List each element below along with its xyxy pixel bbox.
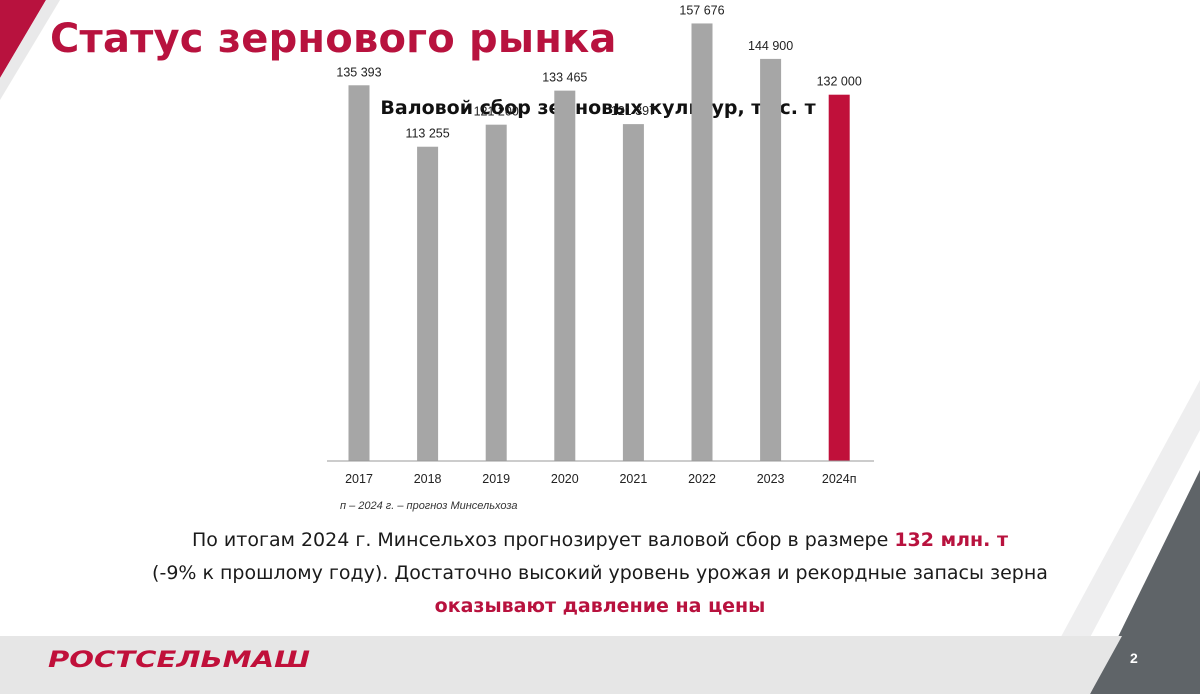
- rostselmash-logo: РОСТСЕЛЬМАШ: [48, 648, 310, 673]
- bar-2018: [417, 146, 439, 461]
- x-tick-label-2021: 2021: [619, 472, 647, 486]
- bar-group: 135 393 2017 113 255 2018 121 200 2019 133 465…: [336, 3, 861, 486]
- bar-2024п: [828, 94, 850, 461]
- x-tick-label-2020: 2020: [551, 472, 579, 486]
- summary-text: По итогам 2024 г. Минсельхоз прогнозируе…: [0, 524, 1200, 623]
- page-number: 2: [1130, 650, 1138, 666]
- data-label-2020: 133 465: [542, 71, 587, 85]
- slide-title: Статус зернового рынка: [50, 16, 617, 62]
- data-label-2024п: 132 000: [817, 75, 862, 89]
- summary-highlight-price-pressure: оказывают давление на цены: [434, 595, 766, 617]
- bar-2023: [760, 58, 782, 462]
- rostselmash-logo-text: РОСТСЕЛЬМАШ: [48, 648, 310, 673]
- data-label-2019: 121 200: [474, 105, 519, 119]
- data-label-2023: 144 900: [748, 39, 793, 53]
- data-label-2017: 135 393: [336, 65, 381, 79]
- x-tick-label-2023: 2023: [757, 472, 785, 486]
- x-tick-label-2022: 2022: [688, 472, 716, 486]
- summary-line-1-text: По итогам 2024 г. Минсельхоз прогнозируе…: [191, 529, 889, 551]
- right-gray-stripe: [1030, 380, 1200, 694]
- bar-2017: [348, 85, 370, 461]
- summary-line-1: По итогам 2024 г. Минсельхоз прогнозируе…: [0, 524, 1200, 557]
- top-left-accent-shadow: [0, 0, 60, 100]
- summary-highlight-volume: 132 млн. т: [894, 529, 1009, 551]
- data-label-2021: 121 397: [611, 104, 656, 118]
- x-tick-label-2017: 2017: [345, 472, 373, 486]
- chart-title: Валовой сбор зерновых культур, тыс. т: [380, 97, 815, 119]
- data-label-2022: 157 676: [679, 3, 724, 17]
- x-tick-label-2024п: 2024п: [822, 472, 857, 486]
- bar-2020: [554, 90, 576, 461]
- bar-2019: [485, 124, 507, 462]
- bar-2022: [691, 23, 713, 462]
- x-tick-label-2019: 2019: [482, 472, 510, 486]
- data-label-2018: 113 255: [405, 127, 449, 141]
- forecast-footnote: п – 2024 г. – прогноз Минсельхоза: [340, 500, 518, 512]
- x-tick-label-2018: 2018: [414, 472, 442, 486]
- summary-line-2: (-9% к прошлому году). Достаточно высоки…: [152, 562, 1048, 584]
- footer-band: [0, 636, 1122, 694]
- bar-2021: [622, 124, 644, 461]
